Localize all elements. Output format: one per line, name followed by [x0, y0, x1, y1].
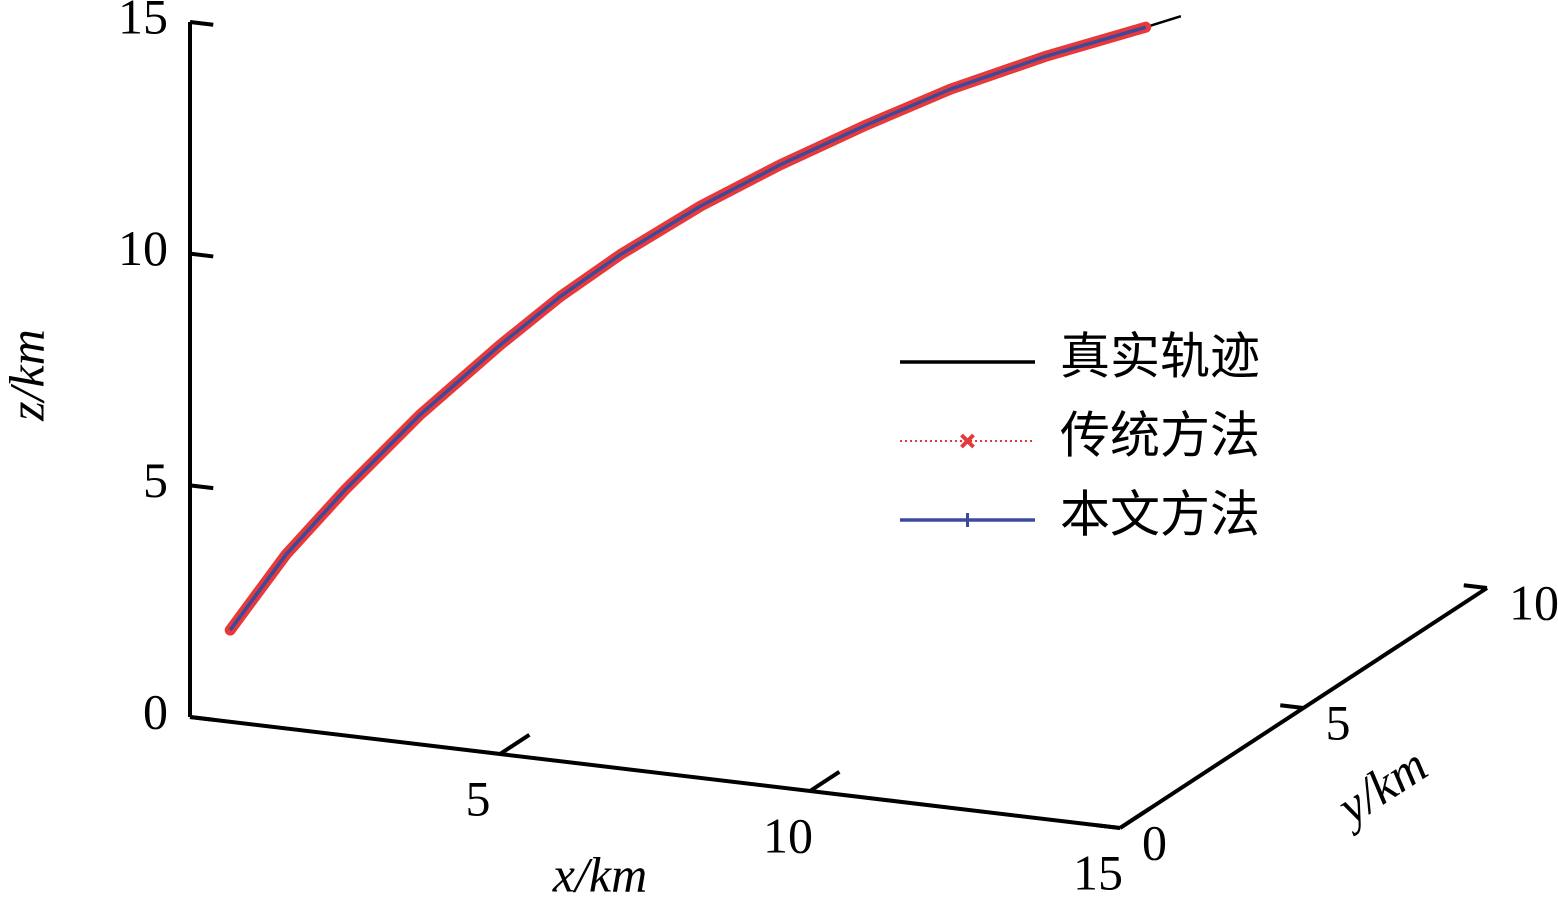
y-axis-label: y/km — [1323, 736, 1437, 837]
legend-label: 真实轨迹 — [1060, 328, 1260, 384]
z-tick-label: 0 — [143, 683, 168, 739]
trajectory — [224, 21, 1152, 636]
z-tick — [189, 483, 214, 491]
y-tick-label: 10 — [1509, 574, 1558, 630]
x-tick — [1118, 807, 1151, 830]
trajectory — [229, 15, 1182, 631]
legend-marker — [960, 433, 975, 449]
y-tick — [1096, 823, 1121, 830]
z-tick — [189, 251, 214, 259]
y-tick — [1280, 703, 1304, 710]
y-tick-label: 0 — [1142, 814, 1167, 870]
z-tick-label: 10 — [118, 220, 168, 276]
x-tick — [808, 770, 841, 793]
x-tick-label: 15 — [1073, 844, 1123, 900]
x-tick — [498, 733, 531, 756]
legend-label: 传统方法 — [1060, 407, 1260, 463]
y-tick-label: 5 — [1326, 694, 1351, 750]
x-tick-label: 5 — [466, 770, 491, 826]
z-axis-label: z/km — [0, 329, 54, 422]
z-tick — [189, 20, 214, 27]
legend-label: 本文方法 — [1060, 486, 1260, 542]
z-tick-label: 5 — [143, 452, 168, 508]
z-tick — [189, 715, 214, 722]
x-axis-label: x/km — [552, 846, 647, 902]
x-tick-label: 10 — [763, 807, 813, 863]
x-axis — [189, 715, 1121, 830]
trajectory — [228, 25, 1147, 632]
y-tick — [1463, 583, 1488, 590]
z-tick-label: 15 — [118, 0, 168, 44]
